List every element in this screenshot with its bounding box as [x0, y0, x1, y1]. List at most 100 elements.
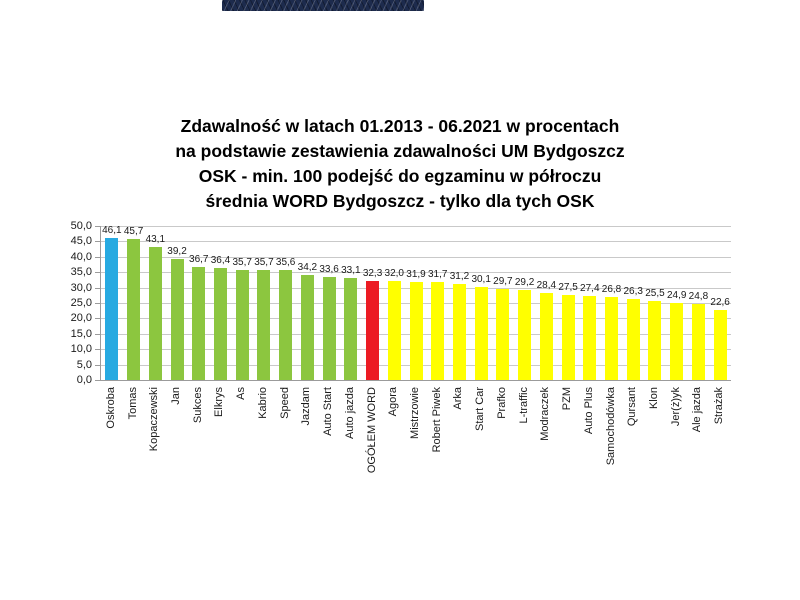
category-label: Jer(ż)yk: [669, 387, 682, 427]
category-label: Mistrzowie: [409, 387, 421, 439]
y-axis-tick: [95, 226, 100, 227]
y-axis-tick: [95, 256, 100, 258]
category-label: Prafko: [495, 387, 508, 419]
bar-Jer(ż)yk: [670, 303, 684, 380]
category-label: Tomas: [126, 387, 139, 420]
bar-Auto Plus: [583, 295, 597, 380]
bar-Qursant: [626, 299, 640, 380]
category-label: Klon: [647, 387, 660, 410]
plot-area: 46,1 45,7 43,1 39,2 36,7 36,4 35,7 35,7 35,6 34,2…: [100, 225, 731, 381]
value-label: 36,4: [210, 254, 231, 266]
value-label: 31,7: [427, 269, 448, 281]
value-label: 45,7: [123, 226, 144, 238]
bar-Samochodówka: [605, 297, 619, 380]
bar-PZM: [561, 295, 575, 380]
value-label: 29,2: [514, 277, 535, 289]
value-label: 26,3: [623, 285, 643, 297]
chart-title: Zdawalność w latach 01.2013 - 06.2021 w …: [0, 114, 800, 214]
bar-Auto Start: [322, 276, 336, 380]
value-label: 31,2: [449, 270, 470, 282]
y-axis-label: 10,0: [70, 343, 92, 356]
value-label: 43,1: [145, 234, 166, 246]
category-label: PZM: [561, 387, 574, 411]
bar-L-traffic: [518, 290, 532, 380]
value-label: 24,9: [666, 290, 687, 302]
category-label: Jazdam: [300, 387, 313, 426]
value-label: 24,8: [688, 290, 709, 302]
value-label: 26,8: [601, 284, 622, 296]
category-label: Kabrio: [256, 387, 269, 419]
y-axis-label: 40,0: [70, 250, 92, 263]
value-label: 27,5: [558, 282, 578, 294]
y-axis-label: 5,0: [76, 358, 92, 371]
category-label: Ale jazda: [691, 387, 704, 433]
value-label: 31,9: [406, 268, 426, 280]
y-axis-tick: [95, 364, 100, 366]
y-axis-tick: [95, 287, 100, 289]
category-label: Speed: [278, 387, 291, 419]
category-label: Sukces: [191, 387, 204, 424]
y-axis-label: 45,0: [70, 235, 92, 248]
y-axis-tick: [95, 272, 100, 274]
chart-title-line-4: średnia WORD Bydgoszcz - tylko dla tych …: [205, 191, 595, 211]
gridline: [101, 272, 731, 274]
category-label: Auto Start: [322, 387, 335, 436]
y-axis-label: 15,0: [70, 327, 92, 340]
bar-Modraczek: [539, 292, 553, 380]
gridline: [101, 256, 731, 258]
value-label: 30,1: [471, 274, 491, 286]
y-axis-tick: [95, 241, 100, 243]
y-axis-tick: [95, 333, 100, 335]
bar-Elkrys: [213, 267, 227, 380]
redacted-text-banner: [222, 0, 424, 11]
value-label: 29,7: [493, 275, 513, 287]
category-label: OGÓŁEM WORD: [365, 387, 378, 474]
category-label: Start Car: [474, 387, 487, 432]
chart-title-line-2: na podstawie zestawienia zdawalności UM …: [175, 141, 625, 161]
bar-Kabrio: [257, 270, 271, 380]
bar-Sukces: [192, 266, 206, 380]
y-axis-tick: [95, 303, 100, 304]
category-label: Robert Piwek: [430, 387, 443, 453]
bar-Oskroba: [105, 238, 119, 380]
y-axis-label: 30,0: [70, 281, 92, 294]
bar-Kopaczewski: [148, 247, 162, 380]
category-label: Elkrys: [213, 387, 226, 417]
value-label: 25,5: [645, 288, 665, 300]
category-label: Agora: [387, 387, 400, 417]
bar-Prafko: [496, 288, 510, 380]
value-label: 32,0: [384, 268, 404, 280]
y-axis-tick: [95, 349, 100, 351]
bar-Mistrzowie: [409, 281, 423, 380]
bar-Auto jazda: [344, 278, 358, 380]
value-label: 28,4: [536, 279, 557, 291]
value-label: 36,7: [189, 253, 209, 265]
chart-title-line-3: OSK - min. 100 podejść do egzaminu w pół…: [198, 166, 602, 186]
bar-OGÓŁEM WORD: [366, 280, 380, 380]
bar-Start Car: [474, 287, 488, 380]
value-label: 32,3: [362, 267, 383, 279]
bar-Jazdam: [300, 274, 314, 380]
value-label: 33,6: [319, 263, 339, 275]
y-axis-tick: [95, 318, 100, 320]
bar-Klon: [648, 301, 662, 380]
y-axis-label: 0,0: [76, 374, 92, 386]
category-label: Jan: [170, 387, 183, 405]
y-axis-label: 50,0: [70, 220, 92, 232]
value-label: 35,7: [232, 257, 252, 269]
category-label: Strażak: [713, 387, 726, 425]
value-label: 27,4: [580, 282, 600, 294]
value-label: 34,2: [297, 261, 318, 273]
bar-Agora: [387, 281, 401, 380]
category-label: Auto Plus: [582, 387, 595, 435]
category-label: Kopaczewski: [148, 387, 161, 452]
gridline: [101, 241, 731, 243]
bar-Tomas: [127, 239, 141, 380]
value-label: 35,6: [275, 257, 296, 269]
bar-Arka: [452, 283, 466, 380]
chart-title-line-1: Zdawalność w latach 01.2013 - 06.2021 w …: [180, 116, 620, 136]
y-axis-label: 25,0: [70, 297, 92, 309]
bar-Jan: [170, 259, 184, 380]
category-label: Modraczek: [539, 387, 552, 441]
